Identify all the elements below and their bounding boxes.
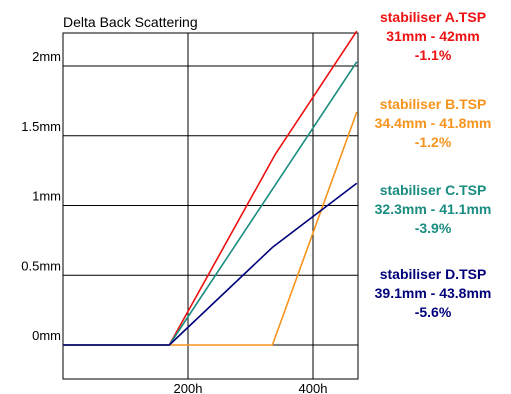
legend-series-range: 31mm - 42mm [386,28,480,44]
legend-entry: stabiliser C.TSP 32.3mm - 41.1mm -3.9% [356,181,510,238]
legend-entry: stabiliser B.TSP 34.4mm - 41.8mm -1.2% [356,95,510,152]
legend-entry: stabiliser D.TSP 39.1mm - 43.8mm -5.6% [356,265,510,322]
legend-series-name: stabiliser C.TSP [379,182,487,198]
legend-series-range: 34.4mm - 41.8mm [374,115,492,131]
legend-series-change: -1.2% [414,134,452,150]
legend-series-change: -1.1% [414,47,452,63]
y-tick-label: 1.5mm [21,119,61,134]
series-lines [63,30,358,346]
legend-series-change: -3.9% [414,220,452,236]
tick-labels: 0mm 0.5mm 1mm 1.5mm 2mm 200h 400h [21,49,327,394]
legend-series-name: stabiliser D.TSP [379,266,487,282]
x-tick-label: 200h [174,381,203,394]
series-line-d [63,182,358,346]
legend-series-change: -5.6% [414,304,452,320]
legend-series-range: 39.1mm - 43.8mm [374,285,492,301]
y-tick-label: 2mm [32,49,61,64]
chart-title: Delta Back Scattering [63,14,198,30]
legend-entry: stabiliser A.TSP 31mm - 42mm -1.1% [356,8,510,65]
y-tick-label: 0.5mm [21,258,61,273]
legend-series-name: stabiliser B.TSP [379,96,487,112]
x-tick-label: 400h [299,381,328,394]
y-tick-label: 1mm [32,189,61,204]
legend-series-range: 32.3mm - 41.1mm [374,201,492,217]
legend-series-name: stabiliser A.TSP [379,9,487,25]
y-tick-label: 0mm [32,328,61,343]
